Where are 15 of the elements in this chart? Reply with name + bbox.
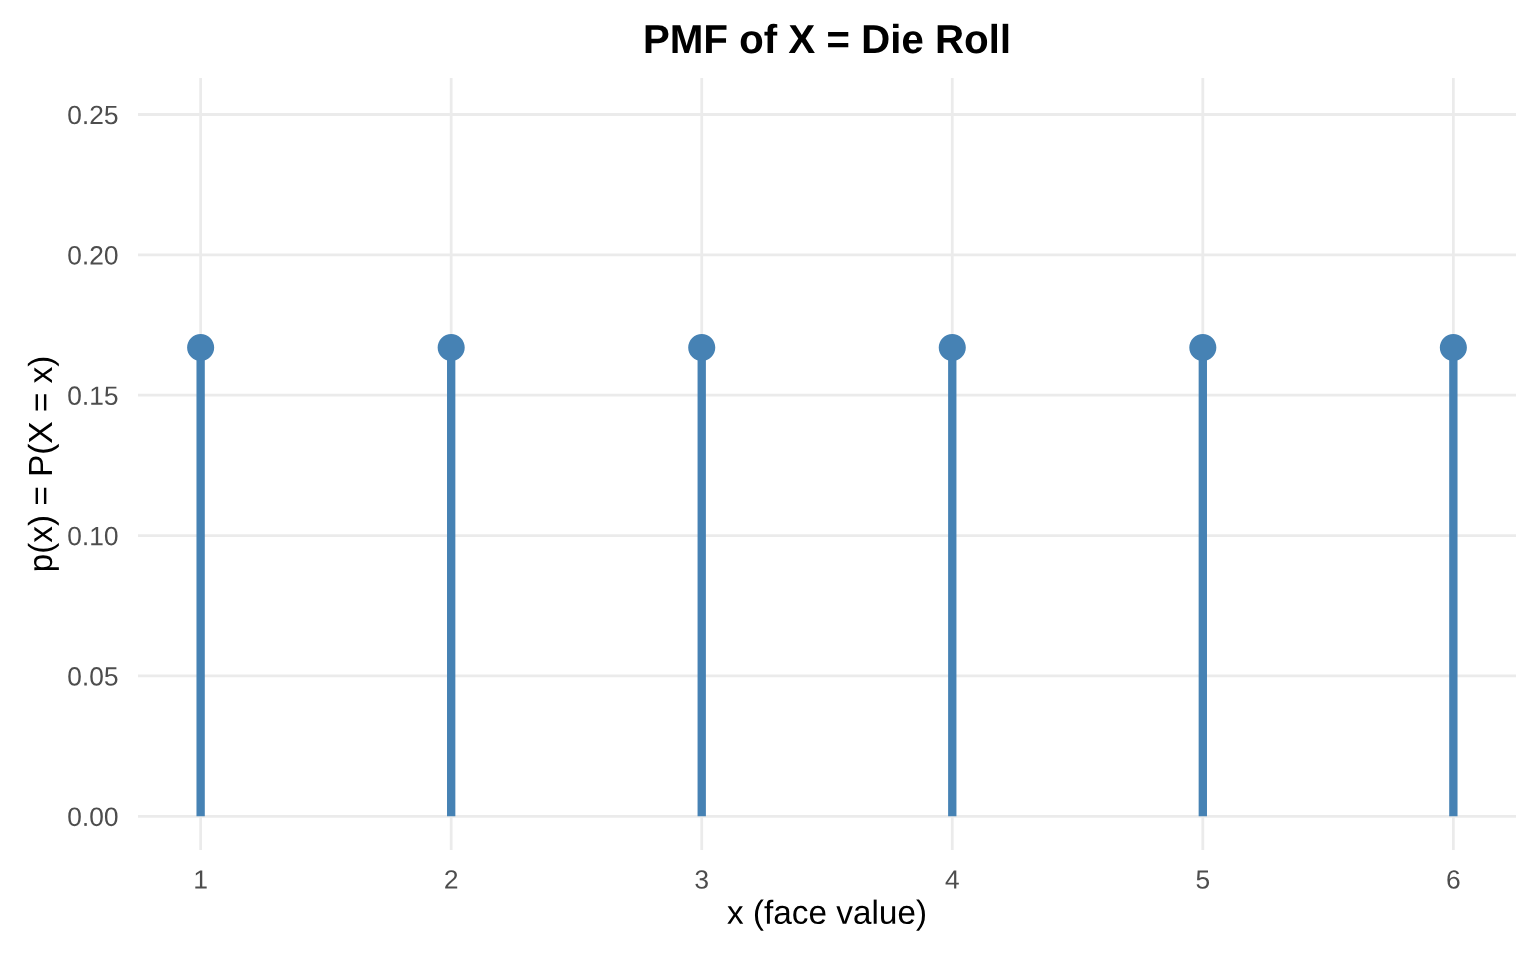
- x-tick-label: 4: [945, 870, 959, 889]
- chart-title: PMF of X = Die Roll: [645, 23, 1009, 54]
- y-tick-label: 0.00: [68, 807, 118, 827]
- y-tick-label: 0.10: [68, 526, 118, 546]
- x-tick-label: 1: [195, 870, 207, 889]
- x-tick-label: 2: [445, 870, 458, 889]
- x-tick-label: 6: [1447, 870, 1460, 889]
- y-tick-label: 0.05: [68, 667, 118, 686]
- x-axis-title: x (face value): [727, 899, 925, 931]
- y-tick-label: 0.20: [68, 245, 118, 265]
- y-tick-label: 0.15: [68, 386, 118, 406]
- y-axis-title: p(x) = P(X = x): [27, 357, 59, 571]
- x-tick-label: 5: [1196, 870, 1210, 889]
- x-tick-label: 3: [695, 870, 708, 889]
- y-tick-label: 0.25: [68, 105, 118, 125]
